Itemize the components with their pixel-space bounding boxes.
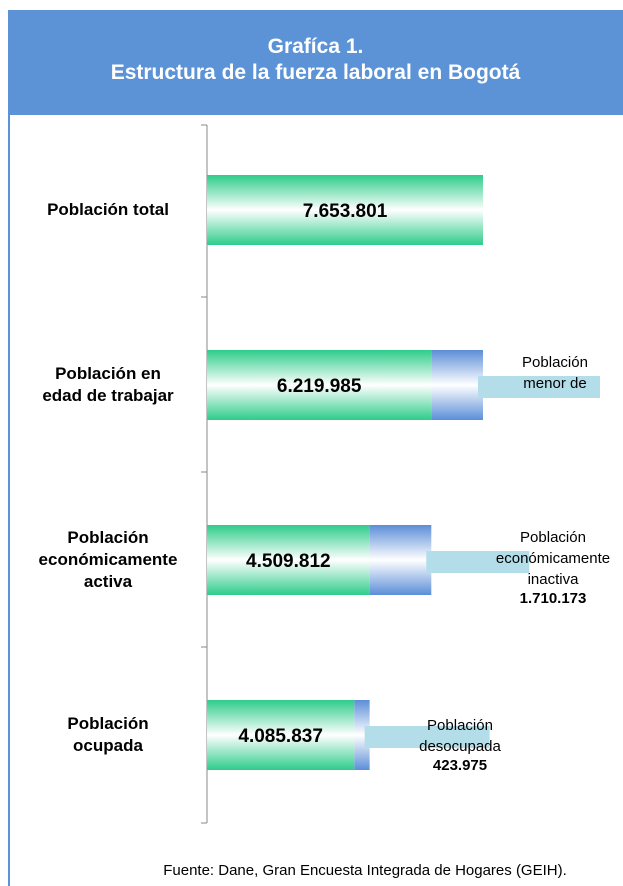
note-box	[478, 376, 600, 398]
value-label: 1.710.173	[519, 590, 587, 607]
note-box	[426, 551, 530, 573]
value-label: 4.509.812	[246, 551, 331, 572]
value-label: 423.975	[432, 757, 488, 774]
bar-segment	[207, 350, 432, 420]
note-label: Población económicamente inactiva	[495, 529, 611, 588]
bar-segment	[207, 700, 355, 770]
bar-segment	[354, 700, 370, 770]
value-label: 7.653.801	[303, 201, 388, 222]
note-box	[364, 726, 490, 748]
category-label: Población total	[47, 200, 169, 219]
source: Fuente: Dane, Gran Encuesta Integrada de…	[163, 862, 567, 879]
bar-segment	[431, 350, 483, 420]
category-label: Población ocupada	[67, 714, 149, 755]
value-label: 6.219.985	[277, 376, 362, 397]
bar-segment	[207, 175, 483, 245]
chart-title: Grafíca 1. Estructura de la fuerza labor…	[8, 10, 623, 115]
category-label: Población económicamente activa	[38, 528, 178, 591]
note-label: Población menor de	[522, 354, 588, 392]
bar-segment	[207, 525, 370, 595]
note-label: Población desocupada	[419, 717, 501, 755]
bar-segment	[369, 525, 432, 595]
value-label: 4.085.837	[238, 726, 323, 747]
category-label: Población en edad de trabajar	[42, 364, 174, 405]
